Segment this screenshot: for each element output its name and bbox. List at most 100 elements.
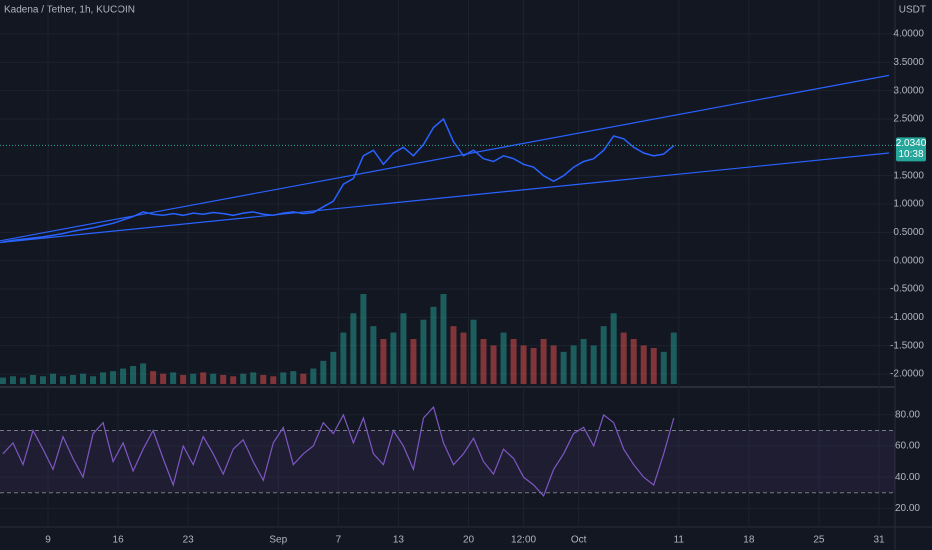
volume-bar (60, 376, 67, 384)
x-tick-label: 20 (463, 535, 475, 546)
volume-bar (130, 366, 137, 384)
volume-bar (410, 339, 417, 384)
volume-bar (200, 372, 207, 384)
y-tick-label: -1.0000 (890, 312, 924, 323)
rsi-band (0, 430, 895, 493)
volume-bar (210, 373, 217, 384)
volume-bar (600, 326, 607, 384)
volume-bar (620, 332, 627, 384)
volume-bar (170, 372, 177, 384)
y2-tick-label: 60.00 (895, 441, 920, 452)
y-tick-label: 0.0000 (893, 255, 924, 266)
volume-bar (480, 339, 487, 384)
volume-bar (270, 376, 277, 384)
y-tick-label: 3.5000 (893, 57, 924, 68)
x-tick-label: 9 (45, 535, 51, 546)
x-tick-label: 16 (113, 535, 125, 546)
y-tick-label: -1.5000 (890, 340, 924, 351)
volume-bar (490, 345, 497, 384)
x-tick-label: 31 (873, 535, 885, 546)
x-tick-label: Sep (269, 535, 287, 546)
volume-bar (590, 345, 597, 384)
y-tick-label: 3.0000 (893, 85, 924, 96)
volume-bar (440, 294, 447, 384)
x-tick-label: 7 (336, 535, 342, 546)
price-tag-value: 2.0340 (896, 138, 927, 149)
x-tick-label: 23 (183, 535, 195, 546)
volume-bar (470, 319, 477, 384)
volume-bar (310, 368, 317, 384)
volume-bar (370, 326, 377, 384)
volume-bar (420, 319, 427, 384)
volume-bar (350, 313, 357, 384)
volume-bar (260, 375, 267, 384)
volume-bar (0, 377, 6, 384)
trendline (0, 152, 890, 244)
volume-bar (50, 373, 57, 384)
volume-bar (29, 375, 36, 384)
y-tick-label: 2.5000 (893, 114, 924, 125)
volume-bar (190, 373, 197, 384)
rsi-line (2, 405, 675, 498)
volume-bar (80, 373, 87, 384)
y-tick-label: 1.5000 (893, 170, 924, 181)
volume-bar (670, 332, 677, 384)
volume-bar (660, 351, 667, 384)
volume-bar (500, 332, 507, 384)
volume-bar (570, 345, 577, 384)
y-tick-label: 0.5000 (893, 227, 924, 238)
volume-bar (70, 375, 77, 384)
volume-bar (240, 373, 247, 384)
chart-title: Kadena / Tether, 1h, KUCOIN (4, 5, 135, 16)
volume-bar (9, 376, 16, 384)
price-tag-countdown: 10:38 (898, 149, 923, 160)
volume-bar (120, 368, 127, 384)
volume-bar (460, 332, 467, 384)
volume-bar (250, 372, 257, 384)
y2-tick-label: 80.00 (895, 410, 920, 421)
y-tick-label: -2.0000 (890, 369, 924, 380)
x-tick-label: 18 (743, 535, 755, 546)
currency[interactable]: USDT (899, 5, 926, 16)
volume-bar (530, 348, 537, 384)
volume-bar (320, 360, 327, 384)
volume-bar (330, 351, 337, 384)
x-tick-label: 25 (813, 535, 825, 546)
volume-bar (360, 294, 367, 384)
volume-bar (560, 351, 567, 384)
volume-bar (400, 313, 407, 384)
x-tick-label: 12:00 (511, 535, 536, 546)
volume-bar (160, 373, 167, 384)
x-tick-label: 13 (393, 535, 405, 546)
volume-bar (650, 348, 657, 384)
volume-bar (340, 332, 347, 384)
volume-bar (280, 372, 287, 384)
volume-bar (19, 377, 26, 384)
y-tick-label: 4.0000 (893, 29, 924, 40)
volume-bar (100, 372, 107, 384)
volume-bar (300, 373, 307, 384)
volume-bar (610, 313, 617, 384)
volume-bar (230, 376, 237, 384)
volume-bar (180, 375, 187, 384)
volume-bar (220, 375, 227, 384)
price-tag (896, 137, 926, 162)
x-tick-label: Oct (571, 535, 587, 546)
volume-bar (380, 339, 387, 384)
y2-tick-label: 20.00 (895, 503, 920, 514)
y2-tick-label: 40.00 (895, 472, 920, 483)
volume-bar (150, 371, 157, 384)
price-line (2, 117, 675, 243)
volume-bar (580, 339, 587, 384)
volume-bar (39, 376, 46, 384)
volume-bar (430, 306, 437, 384)
y-tick-label: -0.5000 (890, 284, 924, 295)
volume-bar (510, 339, 517, 384)
volume-bar (140, 363, 147, 384)
y-tick-label: 1.0000 (893, 199, 924, 210)
volume-bar (640, 345, 647, 384)
x-tick-label: 11 (674, 535, 685, 546)
